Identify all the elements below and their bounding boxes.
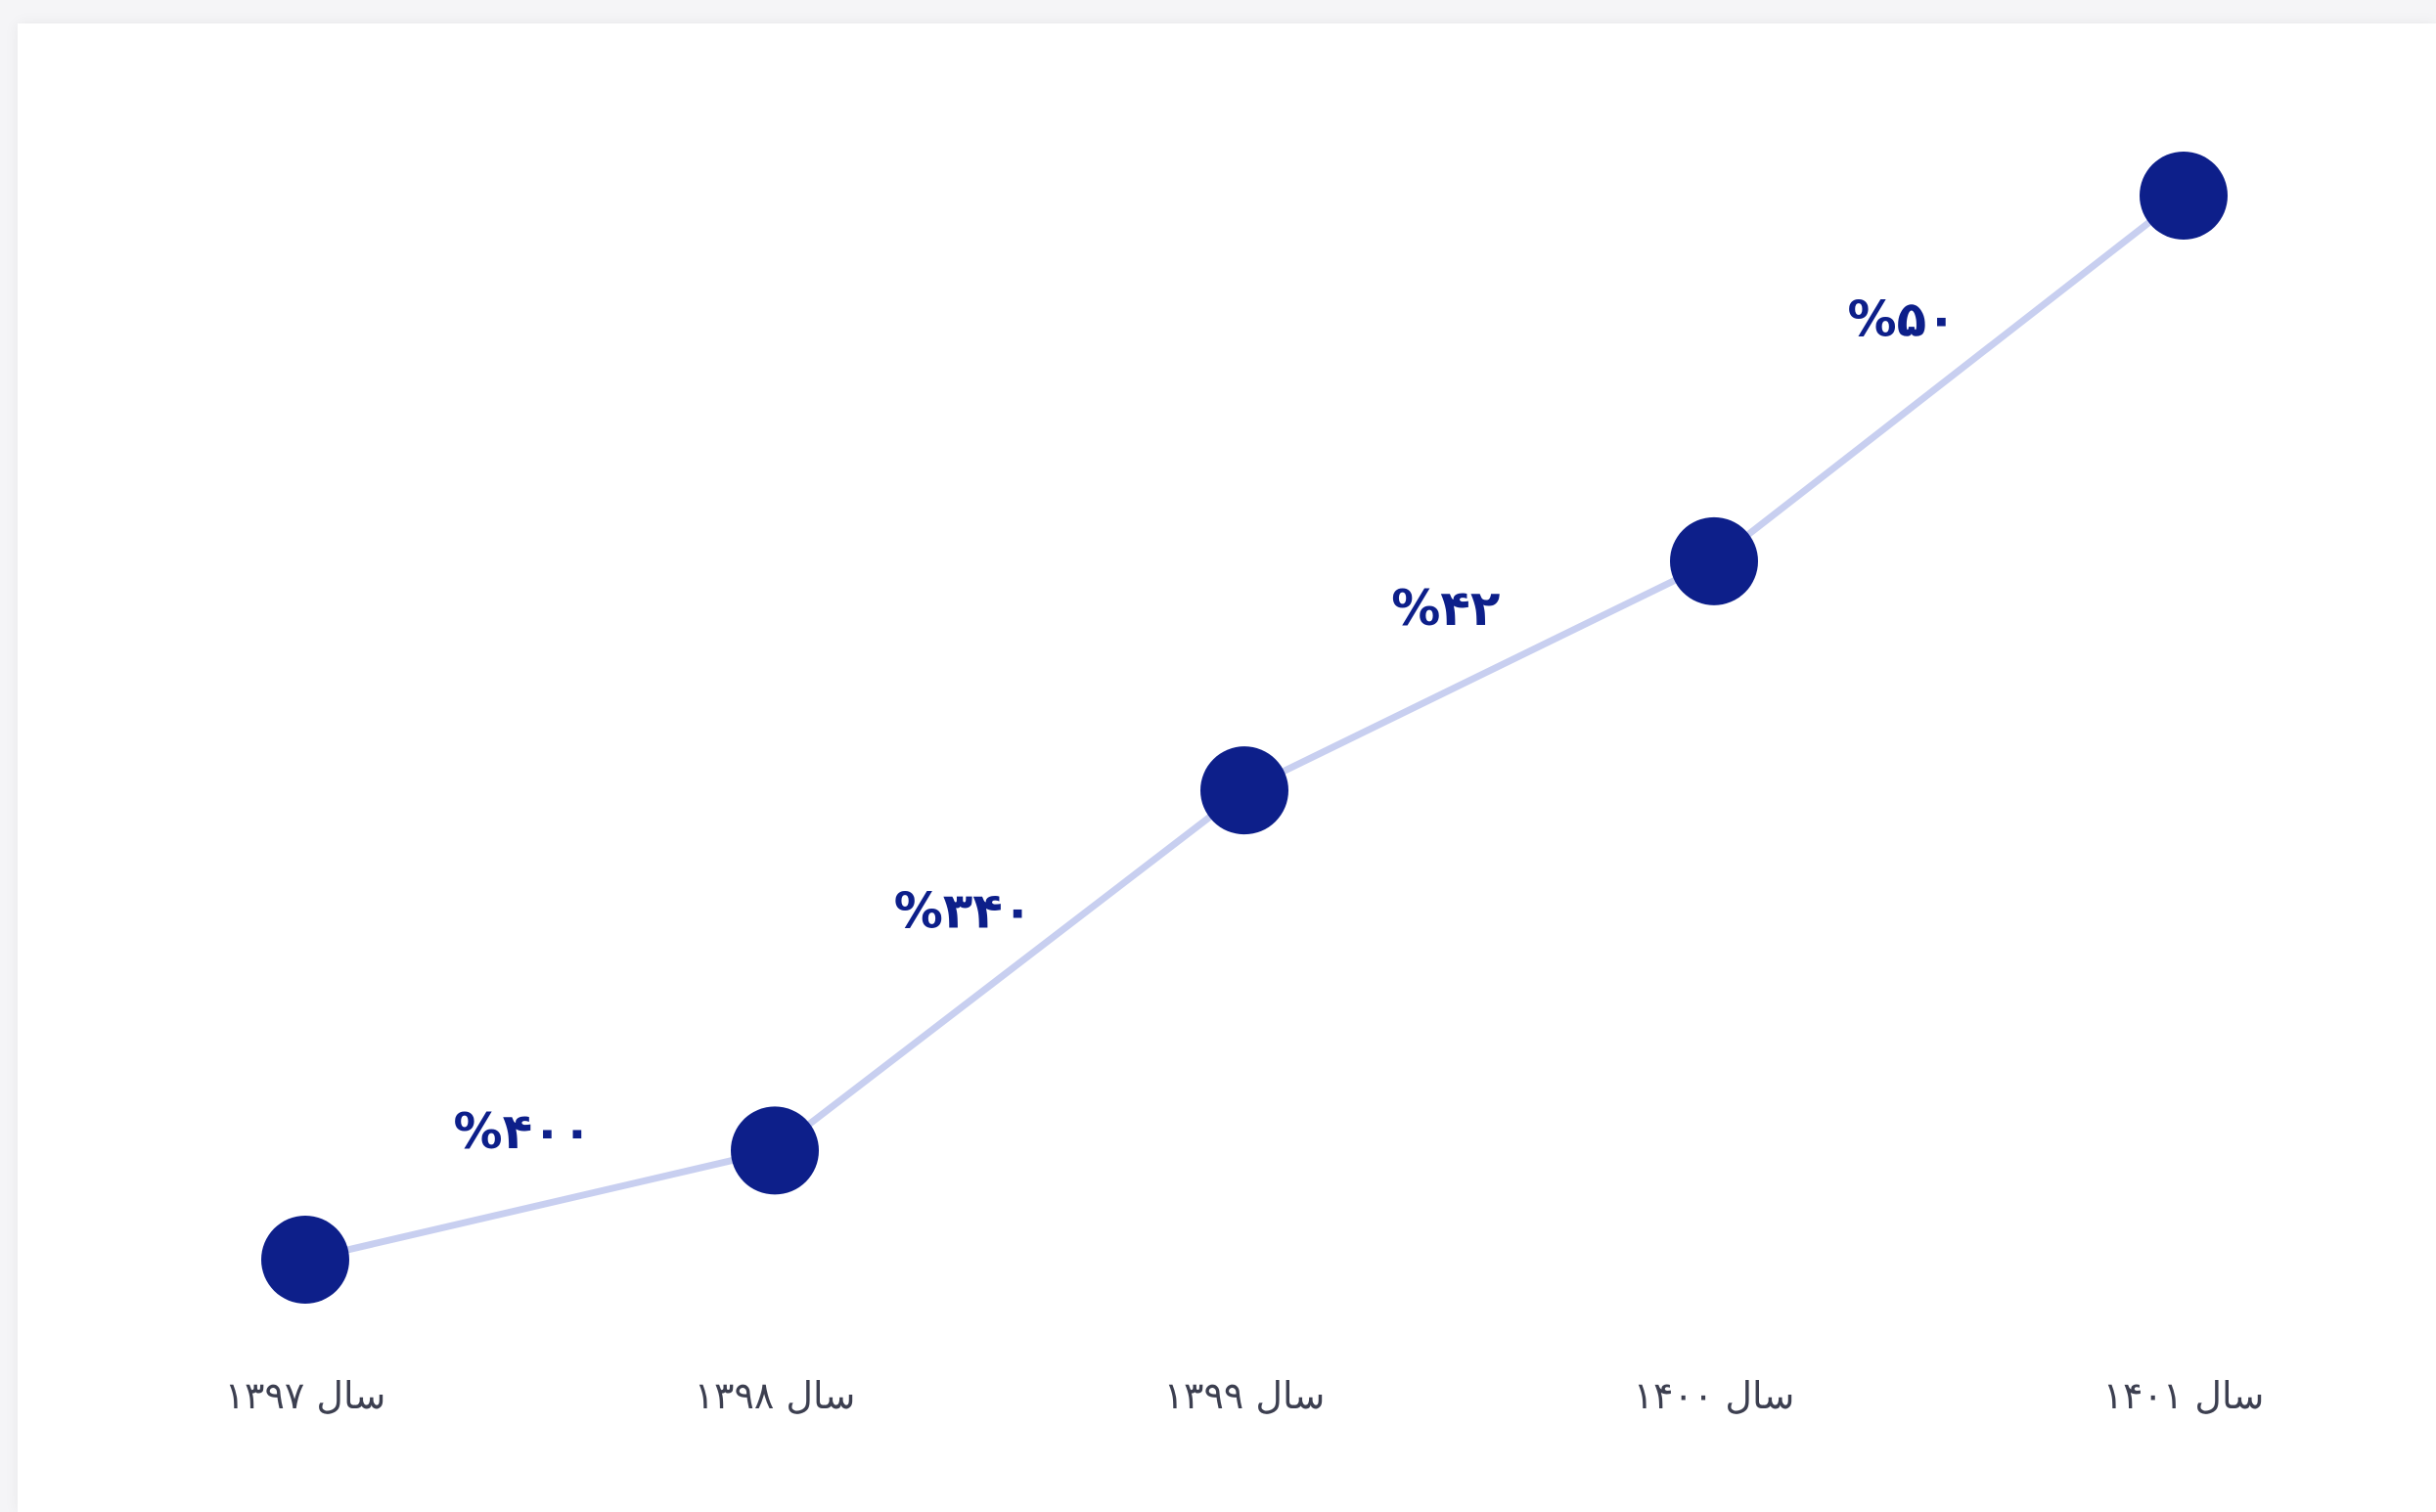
series-line-segment — [301, 1146, 779, 1264]
series-line-segment — [771, 786, 1248, 1154]
segment-growth-label: %۳۴۰ — [894, 882, 1033, 939]
x-tick-label: سال ۱۳۹۷ — [225, 1374, 386, 1417]
x-tick-label: سال ۱۳۹۹ — [1164, 1374, 1326, 1417]
x-tick-layer: سال ۱۳۹۷ سال ۱۳۹۸ سال ۱۳۹۹ سال ۱۴۰۰ سال ۱۴۰۱ — [225, 1374, 2265, 1417]
x-tick-label: سال ۱۴۰۱ — [2103, 1374, 2265, 1417]
point-layer — [261, 152, 2228, 1304]
series-line-segment — [1241, 557, 1718, 794]
data-point[interactable] — [1200, 746, 1288, 835]
data-point[interactable] — [2140, 152, 2228, 240]
segment-growth-label: %۴۰۰ — [454, 1103, 593, 1160]
x-tick-label: سال ۱۳۹۸ — [695, 1374, 856, 1417]
series-line-segment — [1710, 192, 2188, 565]
series-line-layer — [301, 192, 2188, 1264]
data-point[interactable] — [261, 1216, 349, 1304]
data-point[interactable] — [731, 1106, 819, 1195]
segment-growth-label: %۴۲ — [1391, 580, 1500, 637]
x-tick-label: سال ۱۴۰۰ — [1634, 1374, 1795, 1417]
data-point[interactable] — [1670, 516, 1758, 605]
segment-label-layer: %۴۰۰ %۳۴۰ %۴۲ %۵۰ — [454, 290, 1957, 1160]
segment-growth-label: %۵۰ — [1848, 290, 1957, 347]
